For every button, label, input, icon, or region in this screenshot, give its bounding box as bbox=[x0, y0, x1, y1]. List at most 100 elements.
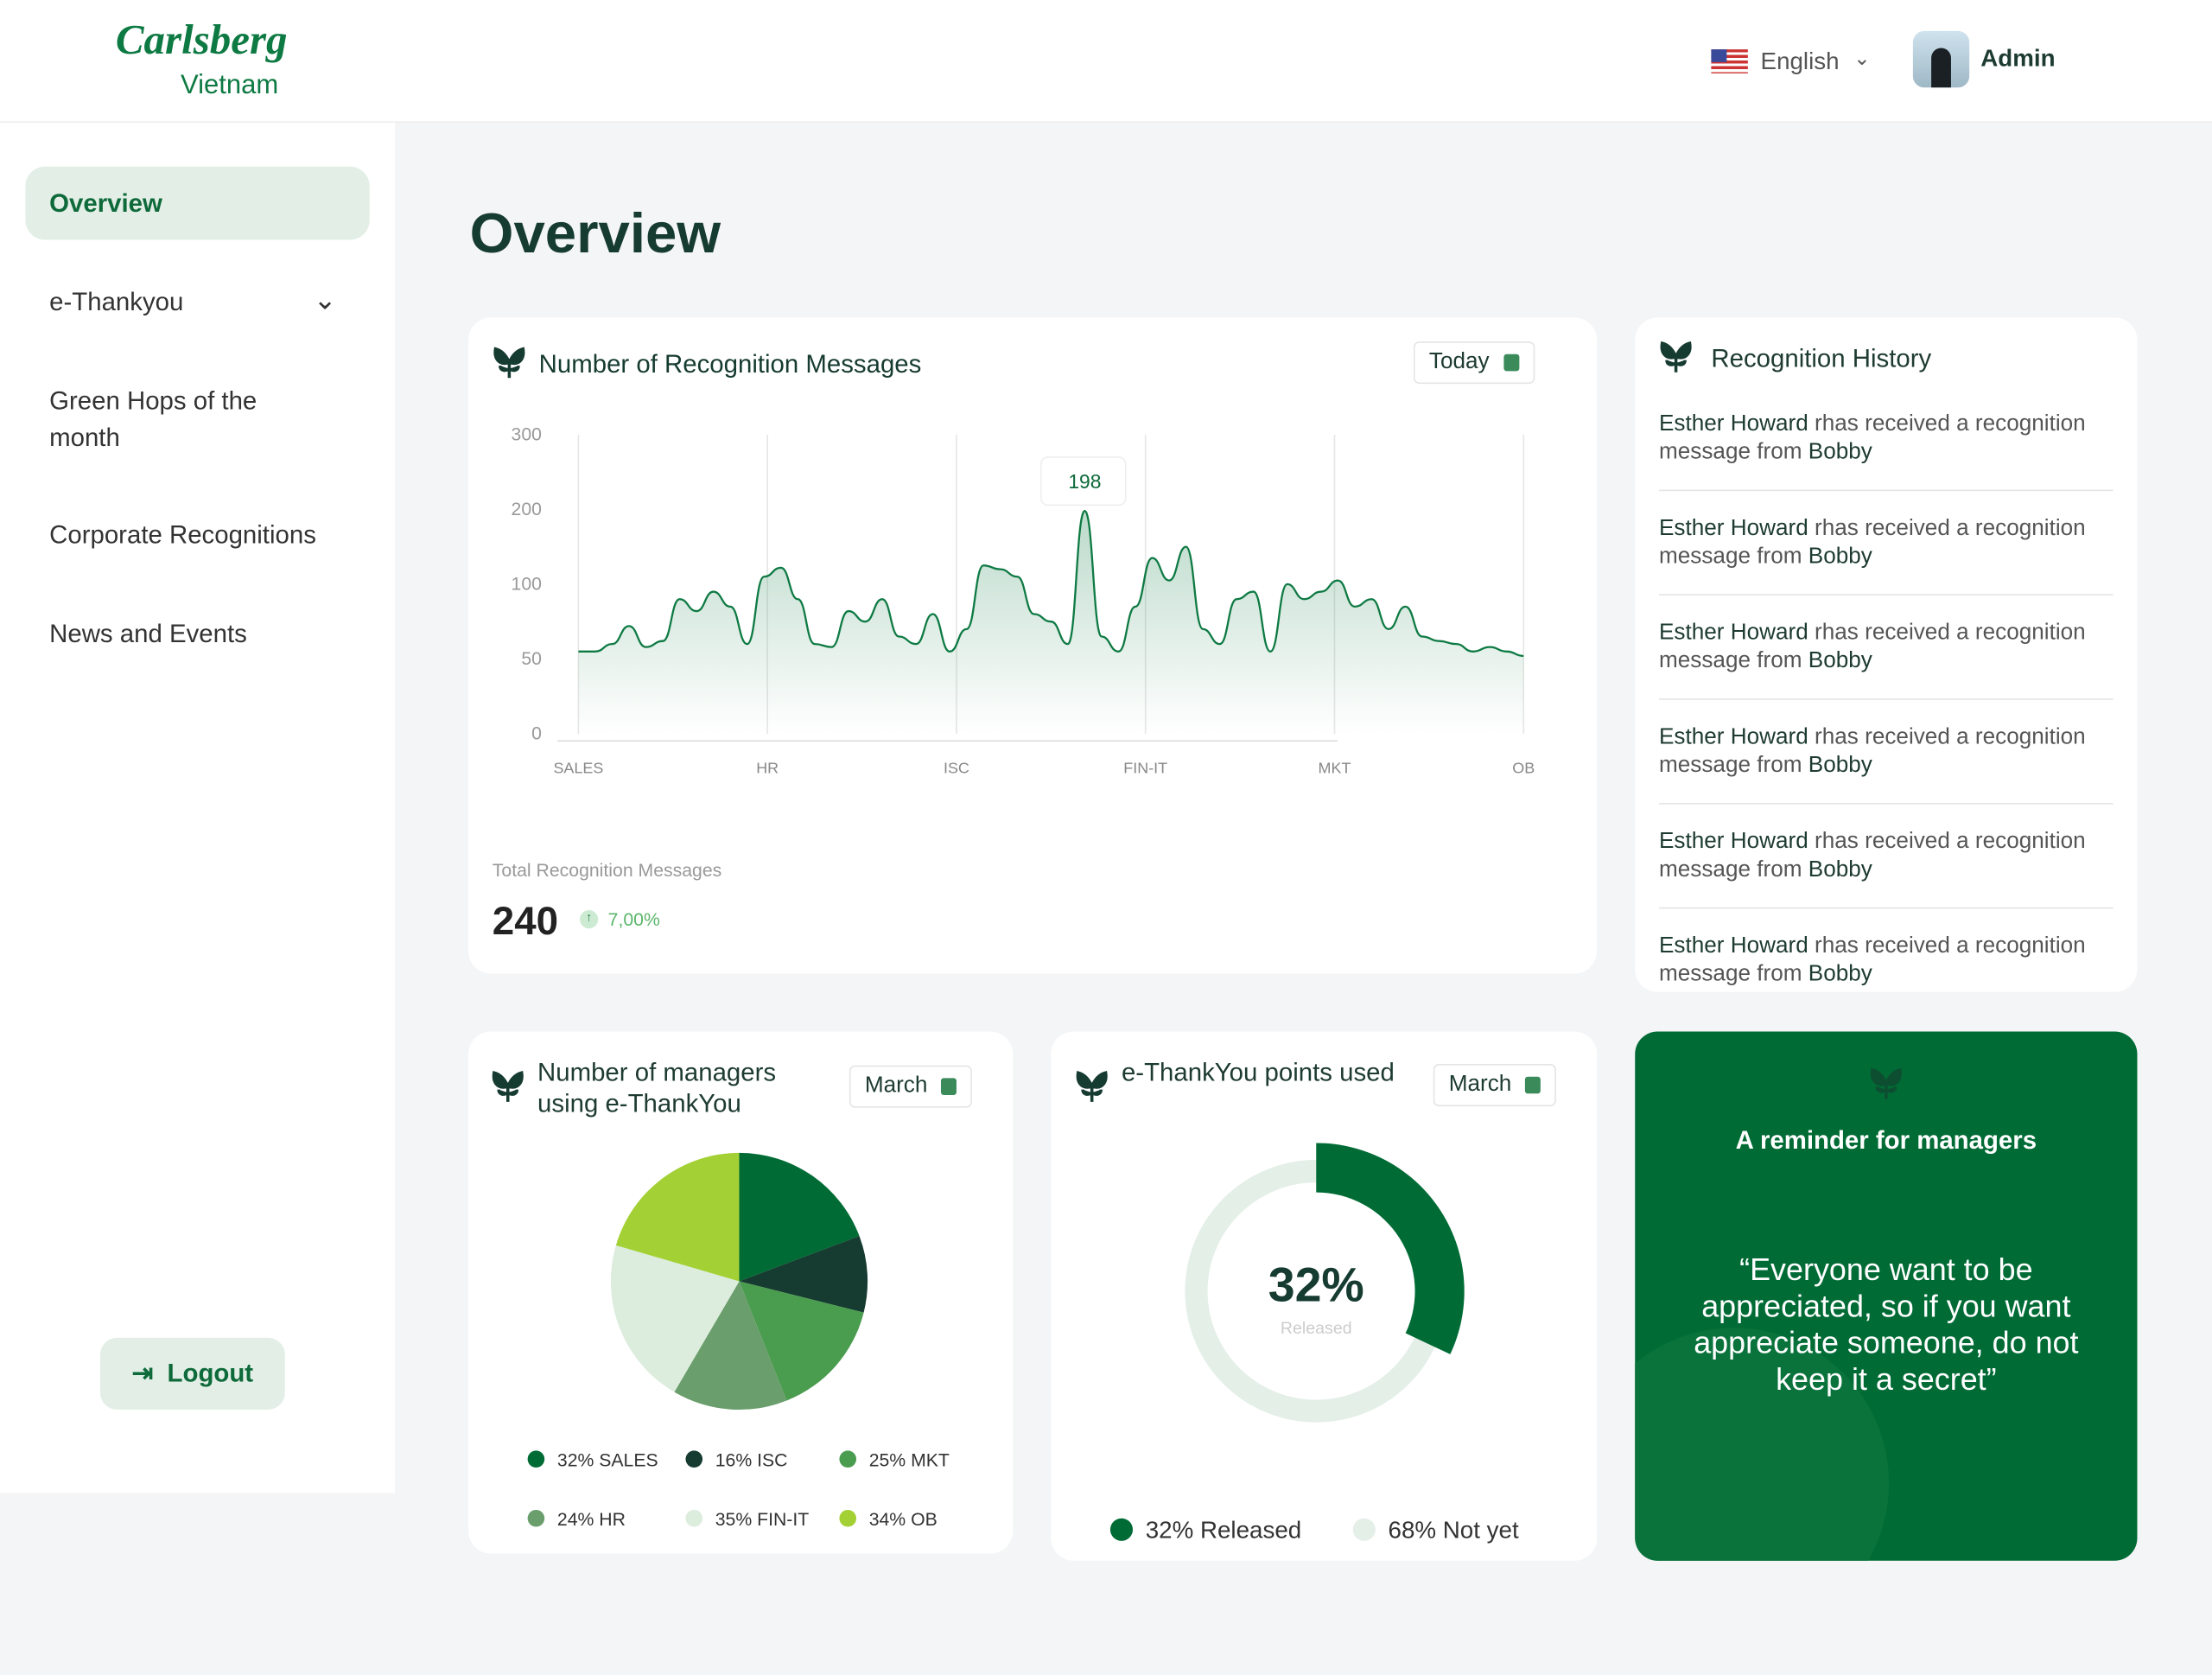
reminder-quote: “Everyone want to be appreciated, so if … bbox=[1694, 1251, 2079, 1398]
history-item: Esther Howard rhas received a recognitio… bbox=[1659, 933, 2113, 989]
line bbox=[578, 509, 1524, 658]
avatar[interactable] bbox=[1912, 30, 1970, 88]
sender: Bobby bbox=[1808, 962, 1872, 987]
menu-item[interactable]: Green Hops of the month bbox=[49, 386, 257, 452]
history-text: rhas received a recognition message from bbox=[1658, 411, 2086, 465]
header bbox=[0, 0, 2212, 124]
y-tick-label: 100 bbox=[512, 574, 542, 594]
sender: Bobby bbox=[1808, 753, 1872, 778]
logout-button[interactable]: ⇥ Logout bbox=[99, 1337, 285, 1411]
legend-dot bbox=[685, 1450, 703, 1468]
history-text: rhas received a recognition message from bbox=[1658, 829, 2086, 882]
history-item: Esther Howard rhas received a recognitio… bbox=[1659, 515, 2113, 571]
x-tick-label: FIN-IT bbox=[1123, 760, 1167, 777]
total-value: 240 bbox=[492, 899, 559, 943]
pie-slice bbox=[739, 1152, 860, 1282]
card bbox=[1635, 317, 2138, 992]
menu-item[interactable]: Corporate Recognitions bbox=[49, 520, 316, 550]
x-tick-label: OB bbox=[1512, 760, 1535, 777]
up-icon: ↑ bbox=[580, 910, 599, 929]
history-item: Esther Howard rhas received a recognitio… bbox=[1659, 828, 2113, 884]
legend-label: 35% FIN-IT bbox=[715, 1510, 810, 1530]
legend-label: 68% Not yet bbox=[1389, 1517, 1519, 1544]
legend-dot bbox=[1109, 1518, 1134, 1541]
menu-item[interactable]: News and Events bbox=[49, 619, 247, 648]
card-title: Recognition History bbox=[1711, 344, 1932, 373]
card-title: Number of Recognition Messages bbox=[538, 349, 922, 379]
card-title: Number of managers using e-ThankYou bbox=[537, 1058, 777, 1118]
card-title: e-ThankYou points used bbox=[1121, 1058, 1395, 1087]
menu-item[interactable]: e-Thankyou bbox=[49, 288, 184, 316]
menu-item[interactable]: Overview bbox=[49, 188, 162, 218]
x-tick-label: SALES bbox=[553, 760, 603, 777]
pie-slice bbox=[610, 1245, 740, 1392]
history-item: Esther Howard rhas received a recognitio… bbox=[1659, 620, 2113, 676]
legend-dot bbox=[527, 1450, 545, 1468]
filter-label[interactable]: March bbox=[1448, 1072, 1512, 1097]
logo-brand: Carlsberg bbox=[115, 16, 288, 64]
sender: Bobby bbox=[1808, 545, 1872, 569]
legend-label: 32% SALES bbox=[557, 1450, 658, 1470]
separator bbox=[1658, 489, 2113, 492]
legend-dot bbox=[1352, 1518, 1376, 1541]
sender-name: Esther Howard bbox=[1658, 933, 1808, 959]
reminder-card bbox=[1635, 1031, 2138, 1561]
separator bbox=[1658, 907, 2113, 909]
total-label: Total Recognition Messages bbox=[492, 859, 722, 881]
donut-caption: Released bbox=[1281, 1319, 1352, 1338]
logout-label[interactable]: Logout bbox=[167, 1359, 254, 1387]
y-tick-label: 0 bbox=[531, 724, 542, 744]
legend-label: 16% ISC bbox=[715, 1450, 788, 1470]
donut-arc bbox=[1316, 1143, 1465, 1354]
history-item: Esther Howard rhas received a recognitio… bbox=[1659, 411, 2113, 467]
history-text: rhas received a recognition message from bbox=[1658, 933, 2086, 987]
sender-name: Esther Howard bbox=[1658, 829, 1808, 854]
pie-slice bbox=[739, 1236, 868, 1313]
user-name[interactable]: Admin bbox=[1980, 45, 2056, 73]
legend-label: 34% OB bbox=[869, 1510, 938, 1530]
history-text: rhas received a recognition message from bbox=[1658, 516, 2086, 569]
x-tick-label: MKT bbox=[1319, 760, 1351, 777]
pie-slice bbox=[615, 1152, 740, 1282]
card bbox=[1051, 1031, 1598, 1561]
filter-label[interactable]: March bbox=[864, 1073, 928, 1099]
history-text: rhas received a recognition message from bbox=[1658, 725, 2086, 778]
sender: Bobby bbox=[1808, 857, 1872, 882]
page-title: Overview bbox=[469, 203, 721, 265]
history-item: Esther Howard rhas received a recognitio… bbox=[1659, 724, 2113, 780]
separator bbox=[1658, 594, 2113, 595]
filter-label[interactable]: Today bbox=[1428, 349, 1490, 374]
y-tick-label: 50 bbox=[521, 649, 542, 669]
menu-active-bg[interactable] bbox=[25, 166, 370, 240]
legend-label: 25% MKT bbox=[869, 1450, 950, 1470]
legend-label: 32% Released bbox=[1146, 1517, 1302, 1544]
tooltip-label: 198 bbox=[1068, 470, 1101, 493]
sender: Bobby bbox=[1808, 649, 1872, 673]
separator bbox=[1658, 698, 2113, 700]
tooltip bbox=[1039, 456, 1127, 506]
filter-button[interactable]: March bbox=[849, 1065, 973, 1108]
sender-name: Esther Howard bbox=[1658, 516, 1808, 541]
flag bbox=[1711, 49, 1748, 73]
donut-center: 32% bbox=[1268, 1258, 1364, 1311]
reminder-title: A reminder for managers bbox=[1735, 1125, 2037, 1155]
legend-label: 24% HR bbox=[557, 1510, 626, 1530]
chevron[interactable]: ⌄ bbox=[313, 284, 337, 316]
filter-button[interactable]: Today bbox=[1413, 341, 1535, 385]
legend-dot bbox=[527, 1509, 545, 1527]
sidebar bbox=[0, 123, 396, 1493]
history-text: rhas received a recognition message from bbox=[1658, 621, 2086, 673]
sender: Bobby bbox=[1808, 440, 1872, 465]
filter-button[interactable]: March bbox=[1433, 1064, 1557, 1106]
separator bbox=[1658, 802, 2113, 805]
chevron[interactable]: ⌄ bbox=[1853, 46, 1871, 69]
pie-slice bbox=[739, 1281, 864, 1401]
y-tick-label: 300 bbox=[512, 424, 542, 444]
x-tick-label: HR bbox=[756, 760, 779, 777]
pie-slice bbox=[674, 1281, 787, 1411]
legend-dot bbox=[839, 1450, 857, 1468]
language[interactable]: English bbox=[1760, 48, 1840, 75]
legend-dot bbox=[839, 1509, 857, 1527]
